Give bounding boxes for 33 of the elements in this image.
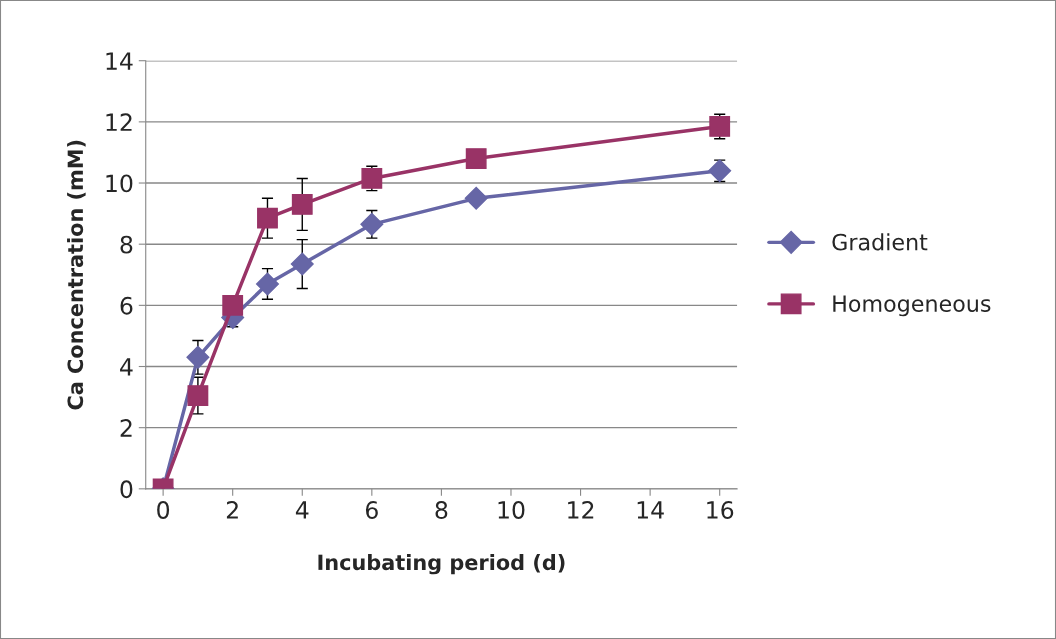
y-tick-label: 4 (120, 358, 133, 376)
point (186, 345, 210, 369)
y-tick-label: 2 (120, 419, 132, 437)
point (464, 186, 488, 210)
point (360, 212, 384, 236)
point (257, 207, 278, 229)
x-tick-label: 6 (365, 501, 378, 519)
x-tick-label: 12 (568, 501, 594, 519)
y-tick-label: 0 (120, 480, 133, 499)
legend-label: Homogeneous (833, 295, 991, 317)
point (708, 159, 732, 183)
x-tick-label: 14 (637, 501, 664, 519)
point (187, 385, 209, 406)
point (290, 252, 314, 276)
x-tick-label: 4 (295, 501, 309, 519)
x-tick-label: 16 (707, 501, 734, 519)
y-tick-label: 10 (106, 174, 133, 193)
x-tick-label: 8 (435, 501, 448, 519)
point (709, 116, 731, 137)
y-tick-label: 14 (106, 52, 133, 70)
x-axis-title: Incubating period (d) (318, 554, 565, 575)
y-axis-title: Ca Concentration (mM) (67, 140, 86, 410)
y-tick-label: 8 (120, 235, 133, 254)
x-tick-label: 10 (498, 501, 525, 519)
x-tick-label: 2 (226, 501, 238, 519)
point (222, 294, 244, 316)
point (465, 148, 487, 169)
point (255, 272, 279, 296)
point (291, 194, 313, 215)
y-tick-label: 12 (106, 113, 132, 131)
legend-label: Gradient (832, 233, 928, 251)
x-tick-label: 0 (157, 501, 170, 519)
y-tick-label: 6 (120, 296, 133, 315)
